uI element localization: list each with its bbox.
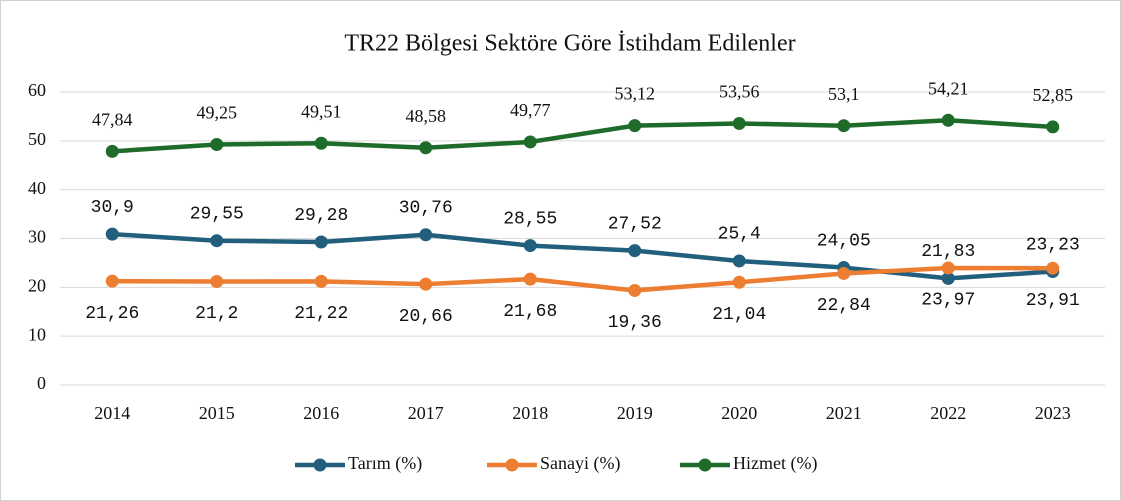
- data-point: [523, 239, 537, 253]
- data-label: 19,36: [608, 313, 662, 333]
- data-label: 23,97: [921, 291, 975, 311]
- data-point: [628, 119, 642, 133]
- data-point: [1046, 261, 1060, 275]
- series-line: [112, 265, 1053, 293]
- data-point: [1046, 120, 1060, 134]
- data-label: 29,28: [294, 206, 348, 226]
- data-label: 49,25: [197, 103, 238, 123]
- x-tick-label: 2020: [721, 403, 757, 423]
- data-point: [210, 274, 224, 288]
- data-point: [523, 135, 537, 149]
- x-tick-label: 2015: [199, 403, 235, 423]
- y-tick-label: 60: [28, 80, 46, 100]
- x-tick-label: 2017: [408, 403, 444, 423]
- y-tick-label: 40: [28, 178, 46, 198]
- data-label: 24,05: [817, 231, 871, 251]
- data-label: 29,55: [190, 204, 244, 224]
- y-tick-label: 30: [28, 227, 46, 247]
- data-label: 20,66: [399, 307, 453, 327]
- x-tick-label: 2021: [826, 403, 862, 423]
- data-point: [837, 266, 851, 280]
- data-label: 21,26: [85, 304, 139, 324]
- data-point: [628, 244, 642, 258]
- legend-marker: [505, 458, 519, 472]
- data-label: 53,56: [719, 82, 760, 102]
- data-label: 47,84: [92, 110, 133, 130]
- data-point: [732, 116, 746, 130]
- data-label: 23,23: [1026, 235, 1080, 255]
- x-tick-label: 2019: [617, 403, 653, 423]
- data-point: [314, 274, 328, 288]
- data-label: 21,22: [294, 304, 348, 324]
- data-point: [419, 141, 433, 155]
- data-point: [419, 277, 433, 291]
- data-label: 22,84: [817, 296, 871, 316]
- data-point: [732, 254, 746, 268]
- legend-label: Tarım (%): [348, 453, 422, 474]
- y-tick-label: 0: [37, 373, 46, 393]
- data-point: [314, 235, 328, 249]
- data-label: 25,4: [718, 225, 761, 245]
- legend-marker: [698, 458, 712, 472]
- chart-title: TR22 Bölgesi Sektöre Göre İstihdam Edile…: [344, 31, 795, 57]
- legend-label: Hizmet (%): [733, 453, 817, 474]
- data-label: 30,9: [91, 198, 134, 218]
- data-point: [105, 144, 119, 158]
- y-tick-label: 10: [28, 324, 46, 344]
- x-tick-label: 2014: [94, 403, 130, 423]
- data-point: [523, 272, 537, 286]
- data-label: 23,91: [1026, 291, 1080, 311]
- data-point: [210, 137, 224, 151]
- data-point: [105, 274, 119, 288]
- data-label: 49,51: [301, 101, 342, 121]
- x-tick-label: 2018: [512, 403, 548, 423]
- legend-label: Sanayi (%): [540, 453, 620, 474]
- data-label: 21,83: [921, 242, 975, 262]
- data-label: 21,68: [503, 302, 557, 322]
- legend-marker: [313, 458, 327, 472]
- data-label: 52,85: [1033, 85, 1074, 105]
- data-point: [105, 227, 119, 241]
- data-label: 53,12: [615, 84, 656, 104]
- data-point: [628, 283, 642, 297]
- data-point: [732, 275, 746, 289]
- x-tick-label: 2022: [930, 403, 966, 423]
- data-point: [941, 261, 955, 275]
- y-tick-label: 50: [28, 129, 46, 149]
- x-tick-label: 2023: [1035, 403, 1071, 423]
- series-line: [112, 118, 1053, 154]
- data-label: 28,55: [503, 209, 557, 229]
- data-label: 48,58: [406, 106, 447, 126]
- x-tick-label: 2016: [303, 403, 339, 423]
- data-label: 21,2: [195, 304, 238, 324]
- data-label: 54,21: [928, 78, 969, 98]
- data-point: [837, 119, 851, 133]
- data-label: 27,52: [608, 214, 662, 234]
- data-point: [941, 113, 955, 127]
- data-label: 49,77: [510, 100, 551, 120]
- data-point: [941, 271, 955, 285]
- data-label: 30,76: [399, 199, 453, 219]
- data-label: 21,04: [712, 305, 766, 325]
- data-point: [314, 136, 328, 150]
- y-tick-label: 20: [28, 275, 46, 295]
- data-label: 53,1: [828, 84, 860, 104]
- series-line: [112, 231, 1053, 281]
- data-point: [210, 234, 224, 248]
- data-point: [419, 228, 433, 242]
